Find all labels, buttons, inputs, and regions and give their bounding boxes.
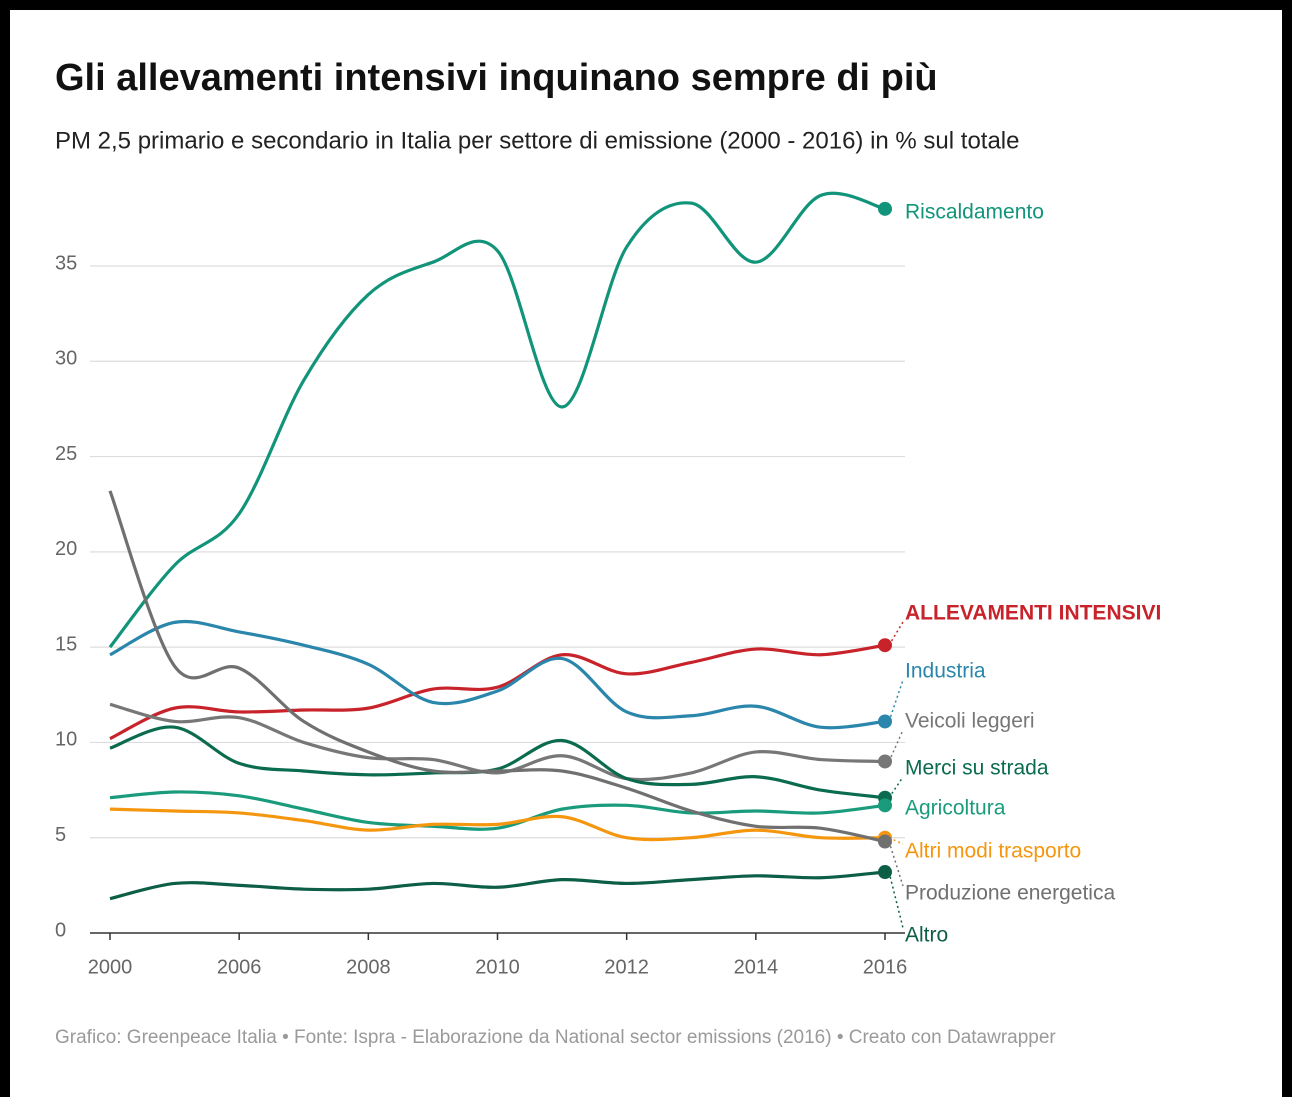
series-line xyxy=(109,725,886,800)
y-tick-label: 20 xyxy=(55,538,77,560)
end-dot xyxy=(878,865,892,880)
y-tick-label: 10 xyxy=(55,729,77,751)
end-dot xyxy=(878,834,892,849)
series-label: Riscaldamento xyxy=(905,201,1044,224)
series-label: Merci su strada xyxy=(905,757,1049,780)
end-dot xyxy=(878,638,892,653)
end-dot xyxy=(878,201,892,216)
leader-line xyxy=(888,621,904,646)
series-line xyxy=(109,619,886,730)
series-line xyxy=(108,490,886,844)
series-label: Industria xyxy=(905,660,986,683)
series-line xyxy=(108,191,886,649)
series-line xyxy=(109,807,886,842)
chart-title: Gli allevamenti intensivi inquinano semp… xyxy=(55,57,938,99)
y-tick-label: 15 xyxy=(55,633,77,655)
y-tick-label: 25 xyxy=(55,443,77,465)
series-line xyxy=(109,790,886,831)
leader-line xyxy=(888,776,904,799)
series-line xyxy=(109,702,886,782)
series-label: Veicoli leggeri xyxy=(905,710,1035,733)
y-tick-label: 35 xyxy=(55,252,77,274)
series-label: ALLEVAMENTI INTENSIVI xyxy=(905,602,1161,625)
series-line xyxy=(109,870,886,901)
end-dot xyxy=(878,714,892,729)
series-label: Altri modi trasporto xyxy=(905,840,1081,863)
x-tick-label: 2014 xyxy=(734,956,779,978)
series-label: Agricoltura xyxy=(905,797,1006,820)
y-tick-label: 30 xyxy=(55,348,77,370)
x-tick-label: 2010 xyxy=(475,956,520,978)
leader-line xyxy=(888,729,904,762)
y-tick-label: 5 xyxy=(55,824,66,846)
end-dot xyxy=(878,754,892,769)
x-tick-label: 2000 xyxy=(88,956,133,978)
y-tick-label: 0 xyxy=(55,919,66,941)
end-dot xyxy=(878,798,892,813)
series-label: Produzione energetica xyxy=(905,882,1115,905)
source: Grafico: Greenpeace Italia • Fonte: Ispr… xyxy=(55,1027,1056,1048)
x-tick-label: 2012 xyxy=(604,956,649,978)
x-tick-label: 2006 xyxy=(217,956,262,978)
x-tick-label: 2016 xyxy=(863,956,908,978)
chart-subtitle: PM 2,5 primario e secondario in Italia p… xyxy=(55,127,1020,154)
series-label: Altro xyxy=(905,924,948,947)
series-line xyxy=(109,643,886,741)
leader-line xyxy=(888,679,904,722)
leader-line xyxy=(888,841,904,887)
x-tick-label: 2008 xyxy=(346,956,391,978)
